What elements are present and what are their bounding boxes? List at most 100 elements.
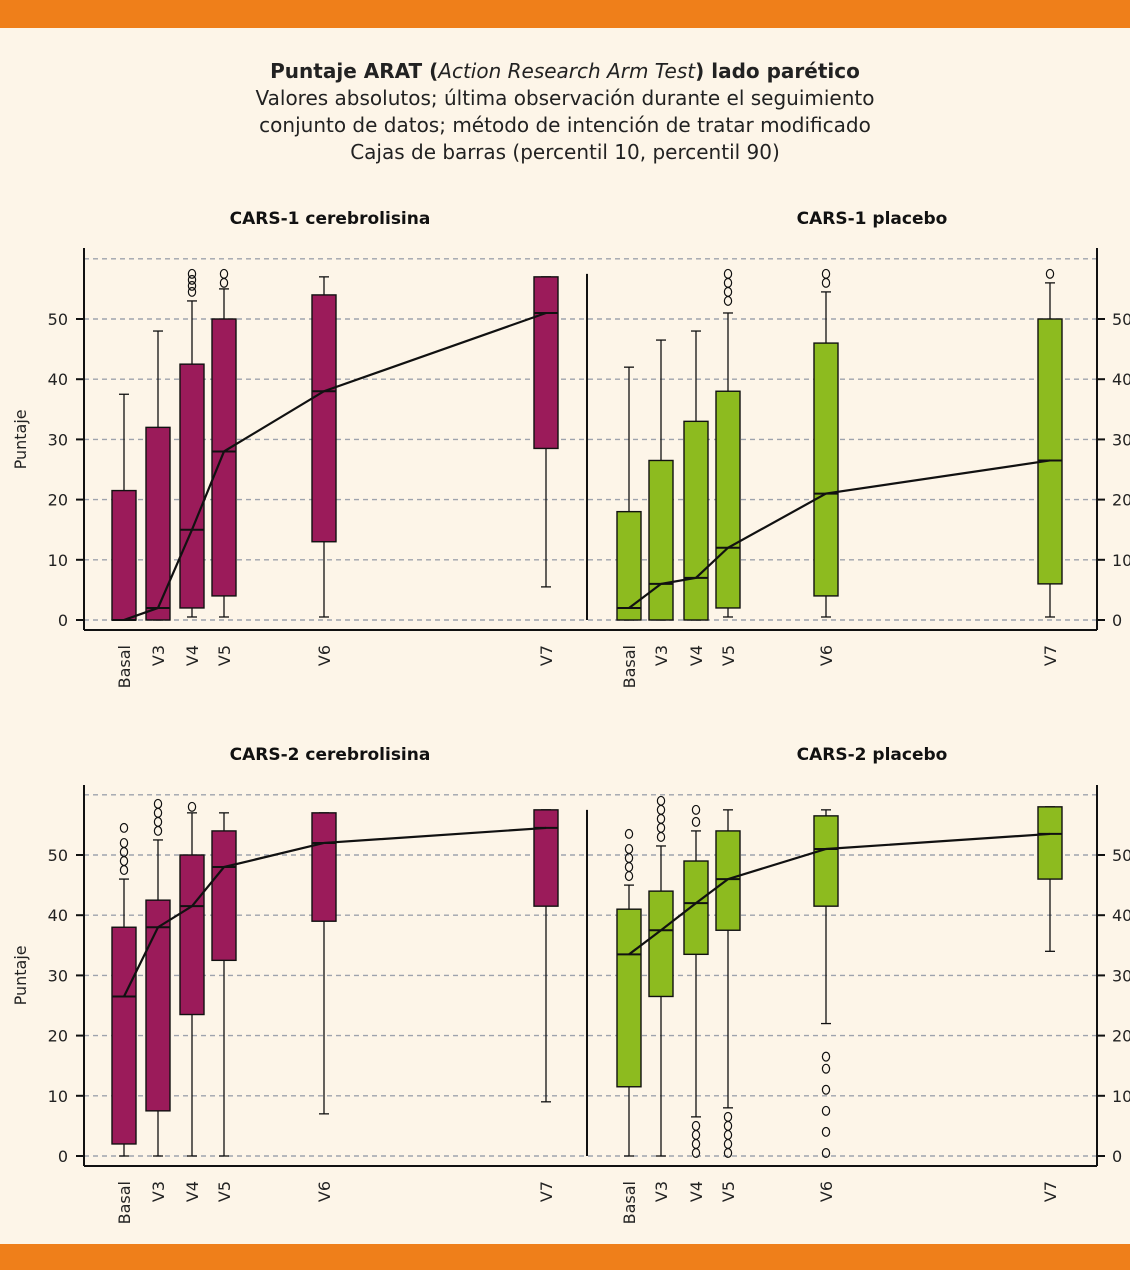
box	[311, 294, 337, 543]
outlier-point	[691, 816, 701, 827]
y-tick-label-right: 0	[1112, 1147, 1122, 1166]
x-tick-label: V5	[215, 1181, 234, 1202]
outlier-point	[656, 813, 666, 824]
y-tick-label-left: 0	[58, 1147, 68, 1166]
subtitle-line-1: Valores absolutos; última observación du…	[255, 86, 875, 110]
y-tick-label-left: 10	[48, 1087, 68, 1106]
box	[616, 908, 642, 1088]
outlier-point	[187, 286, 197, 297]
subtitle-line-2: conjunto de datos; método de intención d…	[259, 113, 871, 137]
y-tick-label-right: 30	[1112, 430, 1130, 449]
outlier-point	[723, 1129, 733, 1140]
outlier-point	[723, 268, 733, 279]
box	[715, 390, 741, 609]
x-tick-label: V7	[537, 1181, 556, 1202]
outlier-point	[119, 856, 129, 867]
outlier-point	[119, 865, 129, 876]
outlier-point	[119, 837, 129, 848]
panel-title: CARS-1 cerebrolisina	[230, 209, 431, 229]
figure-title: Puntaje ARAT (Action Research Arm Test) …	[0, 58, 1130, 85]
outlier-point	[723, 295, 733, 306]
y-tick-label-right: 40	[1112, 906, 1130, 925]
x-tick-label: V4	[183, 1181, 202, 1202]
box	[533, 809, 559, 907]
outlier-point	[821, 1126, 831, 1137]
panel-title: CARS-2 placebo	[797, 745, 948, 765]
x-tick-label: V3	[149, 645, 168, 666]
outlier-point	[821, 1105, 831, 1116]
outlier-point	[624, 828, 634, 839]
bottom-accent-bar	[0, 1244, 1130, 1270]
y-tick-label-left: 50	[48, 310, 68, 329]
box	[616, 510, 642, 621]
outlier-point	[723, 1138, 733, 1149]
outlier-point	[624, 862, 634, 873]
outlier-point	[153, 816, 163, 827]
box	[211, 830, 237, 962]
outlier-point	[691, 1129, 701, 1140]
figure-title-block: Puntaje ARAT (Action Research Arm Test) …	[0, 58, 1130, 166]
box	[648, 459, 674, 621]
outlier-point	[821, 1063, 831, 1074]
x-tick-label: V5	[719, 1181, 738, 1202]
x-tick-label: Basal	[115, 1181, 134, 1224]
outlier-point	[821, 277, 831, 288]
y-tick-label-left: 30	[48, 430, 68, 449]
box	[111, 926, 137, 1145]
x-tick-label: V6	[817, 645, 836, 666]
outlier-point	[691, 1138, 701, 1149]
x-tick-label: V4	[183, 645, 202, 666]
x-tick-label: V7	[1041, 645, 1060, 666]
outlier-point	[1045, 268, 1055, 279]
panel-title: CARS-1 placebo	[797, 209, 948, 229]
x-tick-label: V4	[687, 645, 706, 666]
outlier-point	[624, 843, 634, 854]
outlier-point	[153, 825, 163, 836]
x-tick-label: V3	[652, 1181, 671, 1202]
box	[145, 899, 171, 1112]
title-italic: Action Research Arm Test	[438, 59, 696, 83]
outlier-point	[187, 280, 197, 291]
y-tick-label-left: 20	[48, 1027, 68, 1046]
title-suffix: ) lado parético	[695, 59, 860, 83]
y-tick-label-right: 10	[1112, 551, 1130, 570]
y-tick-label-right: 20	[1112, 1027, 1130, 1046]
outlier-point	[723, 277, 733, 288]
outlier-point	[219, 277, 229, 288]
x-tick-label: V3	[149, 1181, 168, 1202]
outlier-point	[821, 1084, 831, 1095]
y-tick-label-left: 50	[48, 846, 68, 865]
x-tick-label: V4	[687, 1181, 706, 1202]
x-tick-label: Basal	[115, 645, 134, 688]
outlier-point	[691, 1120, 701, 1131]
panel-title: CARS-2 cerebrolisina	[230, 745, 431, 765]
box	[311, 812, 337, 922]
x-tick-label: V6	[315, 645, 334, 666]
x-tick-label: V6	[315, 1181, 334, 1202]
box	[648, 890, 674, 998]
outlier-point	[656, 795, 666, 806]
outlier-point	[187, 268, 197, 279]
y-axis-title: Puntaje	[11, 945, 30, 1005]
x-tick-label: V7	[1041, 1181, 1060, 1202]
outlier-point	[187, 801, 197, 812]
box	[683, 420, 709, 621]
box	[211, 318, 237, 597]
x-tick-label: V5	[719, 645, 738, 666]
y-tick-label-left: 40	[48, 370, 68, 389]
x-tick-label: Basal	[620, 1181, 639, 1224]
y-tick-label-right: 50	[1112, 846, 1130, 865]
outlier-point	[624, 871, 634, 882]
box	[1037, 806, 1063, 880]
outlier-point	[821, 1147, 831, 1158]
y-tick-label-left: 0	[58, 611, 68, 630]
box	[145, 426, 171, 621]
y-tick-label-left: 30	[48, 966, 68, 985]
y-tick-label-right: 30	[1112, 966, 1130, 985]
subtitle-line-3: Cajas de barras (percentil 10, percentil…	[350, 140, 780, 164]
y-axis-title: Puntaje	[11, 409, 30, 469]
outlier-point	[723, 1120, 733, 1131]
x-tick-label: V5	[215, 645, 234, 666]
y-tick-label-right: 0	[1112, 611, 1122, 630]
box	[813, 342, 839, 597]
